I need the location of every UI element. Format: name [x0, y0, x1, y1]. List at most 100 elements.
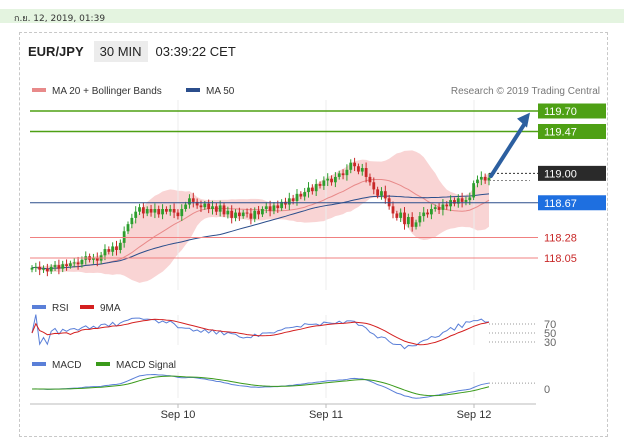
candle-body — [38, 266, 42, 270]
candle-body — [214, 206, 218, 212]
candle-body — [372, 182, 376, 190]
candle-body — [176, 212, 180, 217]
candle-body — [483, 176, 487, 181]
candle-body — [165, 209, 168, 212]
candle-body — [303, 192, 307, 197]
forecast-arrow-icon — [489, 119, 528, 179]
candle-body — [445, 204, 449, 207]
candle-body — [418, 216, 422, 223]
macd-swatch-icon — [32, 362, 46, 366]
macd-level-label: 0 — [544, 384, 550, 396]
candle-body — [295, 193, 299, 201]
candle-body — [264, 206, 268, 209]
candle-body — [188, 198, 191, 205]
ma9-swatch-icon — [80, 305, 94, 309]
macd-signal-line — [31, 375, 490, 397]
candle-body — [437, 207, 441, 210]
candle-body — [103, 249, 107, 256]
rsi-level-label: 30 — [544, 337, 556, 349]
candle-body — [45, 268, 49, 272]
candle-body — [433, 207, 437, 209]
candle-body — [76, 262, 80, 265]
time-label: 03:39:22 CET — [155, 43, 236, 59]
candle-body — [111, 246, 115, 252]
chart-panel — [19, 32, 608, 437]
candle-body — [191, 198, 195, 202]
legend-macd: MACD — [52, 360, 81, 371]
candle-body — [410, 217, 414, 227]
candle-body — [364, 168, 368, 177]
candle-body — [80, 259, 84, 265]
candle-body — [314, 184, 318, 192]
candle-body — [30, 267, 34, 270]
level-tag-label: 118.67 — [544, 198, 577, 210]
candle-body — [195, 201, 199, 206]
candle-body — [383, 191, 387, 199]
level-tag — [538, 195, 606, 211]
candle-body — [360, 168, 364, 172]
candle-body — [141, 207, 145, 214]
candle-body — [368, 176, 372, 183]
legend-ma-bb: MA 20 + Bollinger Bands — [52, 86, 162, 97]
candle-body — [326, 178, 330, 181]
candle-body — [230, 210, 234, 218]
candle-body — [241, 212, 245, 217]
candle-body — [272, 205, 276, 211]
ma50-line — [31, 193, 490, 270]
candle-body — [399, 212, 403, 218]
legend-macd-signal: MACD Signal — [116, 360, 176, 371]
candle-body — [337, 173, 341, 177]
candle-body — [353, 162, 356, 167]
candle-body — [318, 184, 322, 186]
candle-body — [310, 187, 314, 192]
candle-body — [307, 187, 310, 193]
candle-body — [468, 197, 472, 201]
chart-header: EUR/JPY 30 MIN 03:39:22 CET — [28, 40, 236, 62]
candle-body — [322, 180, 326, 186]
candle-body — [153, 209, 157, 213]
x-tick-label: Sep 12 — [457, 409, 492, 421]
candle-body — [157, 209, 161, 215]
candle-body — [115, 246, 118, 250]
candle-body — [261, 209, 264, 215]
candle-body — [145, 209, 149, 214]
candle-body — [95, 258, 99, 261]
candle-body — [107, 249, 111, 252]
candle-body — [349, 162, 353, 170]
candle-body — [426, 212, 429, 215]
candle-body — [168, 209, 172, 212]
candle-body — [245, 212, 249, 214]
candle-body — [34, 266, 38, 268]
candle-body — [276, 205, 280, 209]
candle-body — [65, 264, 68, 267]
candle-body — [199, 205, 203, 208]
candle-body — [268, 206, 272, 211]
candle-body — [257, 210, 260, 215]
candle-body — [280, 201, 284, 209]
candle-body — [118, 242, 122, 250]
candle-body — [161, 209, 164, 215]
candle-body — [391, 206, 395, 214]
candle-body — [464, 200, 468, 202]
candle-body — [203, 203, 207, 208]
candle-body — [130, 217, 134, 225]
candle-body — [406, 217, 410, 225]
candle-body — [149, 209, 153, 213]
candle-body — [126, 224, 130, 232]
candle-body — [207, 203, 211, 209]
candle-body — [172, 209, 176, 213]
candle-body — [460, 198, 464, 202]
rsi-line — [31, 314, 490, 350]
candle-body — [237, 212, 241, 217]
candle-body — [429, 209, 433, 215]
timeframe-button[interactable]: 30 MIN — [93, 40, 148, 62]
date-text: ก.ย. 12, 2019, 01:39 — [14, 14, 106, 24]
candle-body — [184, 204, 188, 209]
candle-body — [456, 198, 460, 204]
ma-bb-swatch-icon — [32, 88, 46, 92]
candle-body — [403, 212, 406, 225]
candle-body — [57, 265, 61, 269]
candle-body — [341, 173, 345, 176]
candle-body — [476, 179, 479, 184]
